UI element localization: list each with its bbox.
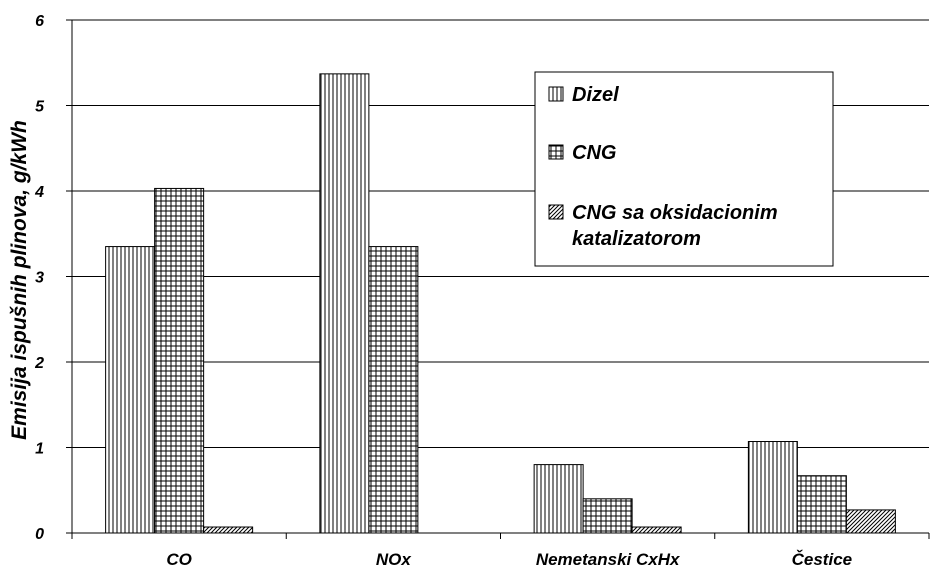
bar-vertical-lines: [105, 246, 156, 534]
legend-label: CNG: [572, 142, 616, 164]
bars: [105, 73, 896, 534]
bar-vertical-lines: [747, 441, 798, 534]
bar-vertical-lines: [533, 464, 584, 534]
y-tick-label: 3: [35, 270, 44, 287]
y-tick-label: 2: [34, 355, 44, 372]
category-label: NOx: [376, 550, 413, 569]
bar-vertical-lines: [319, 73, 370, 534]
y-axis-label: Emisija ispušnih plinova, g/kWh: [8, 120, 31, 440]
legend-label: katalizatorom: [572, 228, 701, 250]
bar-grid: [582, 498, 633, 534]
y-tick-label: 5: [35, 99, 45, 116]
category-label: Čestice: [792, 550, 852, 569]
y-tick-label: 6: [35, 13, 44, 30]
legend-swatch: [548, 204, 564, 220]
y-tick-label: 1: [35, 441, 44, 458]
bar-diagonal-lines: [845, 509, 896, 534]
legend-label: CNG sa oksidacionim: [572, 202, 778, 224]
bar-diagonal-lines: [203, 526, 254, 534]
category-label: CO: [166, 550, 192, 569]
axes: [66, 19, 930, 539]
bar-grid: [154, 187, 205, 534]
category-labels: CO NOx Nemetanski CxHx Čestice: [166, 550, 852, 569]
bar-grid: [368, 246, 419, 534]
category-label: Nemetanski CxHx: [536, 550, 681, 569]
bar-diagonal-lines: [631, 526, 682, 534]
legend-swatch: [548, 144, 564, 160]
legend-swatch: [548, 86, 564, 102]
y-tick-label: 0: [35, 526, 44, 543]
y-tick-labels: 0 1 2 3 4 5 6: [34, 13, 45, 543]
y-tick-label: 4: [34, 184, 44, 201]
bar-grid: [796, 475, 847, 534]
legend: Dizel CNG CNG sa oksidacionim katalizatorom: [534, 71, 834, 267]
legend-box: [534, 71, 834, 267]
legend-label: Dizel: [572, 84, 619, 106]
